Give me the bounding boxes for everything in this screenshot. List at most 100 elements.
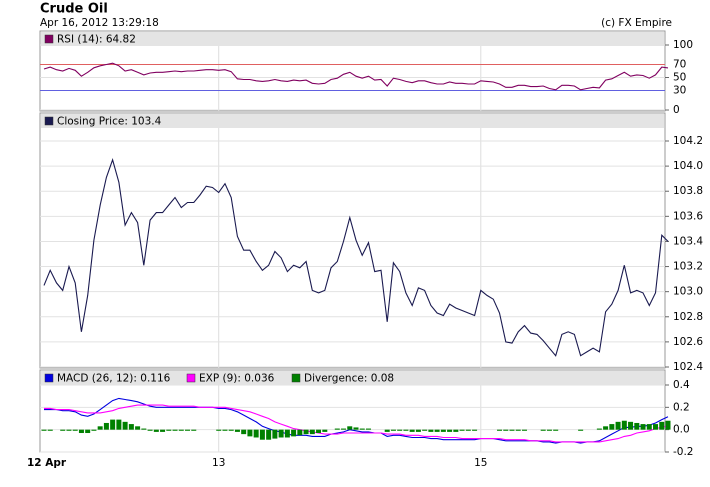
bar — [278, 429, 284, 438]
bar — [509, 429, 515, 431]
y-tick-label: 103.0 — [673, 286, 703, 298]
bar — [578, 429, 584, 431]
y-tick-label: -0.2 — [673, 446, 694, 458]
y-tick-label: 102.6 — [673, 336, 703, 348]
bar — [503, 429, 509, 431]
bar — [334, 428, 340, 430]
y-tick-label: 0.0 — [673, 424, 690, 436]
bar — [447, 429, 453, 432]
bar — [72, 429, 78, 431]
legend-swatch — [44, 34, 54, 44]
bar — [540, 429, 546, 431]
bar — [172, 429, 178, 431]
bar — [459, 429, 465, 431]
bar — [659, 421, 665, 430]
y-tick-label: 103.8 — [673, 185, 703, 197]
chart-title: Crude Oil — [40, 2, 108, 17]
legend-label: Closing Price: 103.4 — [57, 116, 162, 128]
bar — [640, 424, 646, 430]
bar — [222, 429, 228, 431]
legend-swatch — [44, 373, 54, 383]
reference-label: 30 — [673, 85, 686, 97]
bar — [47, 429, 53, 431]
bar — [353, 427, 359, 430]
legend-swatch — [186, 373, 196, 383]
bar — [515, 429, 521, 431]
bar — [216, 429, 222, 431]
bar — [390, 429, 396, 431]
y-tick-label: 104.0 — [673, 160, 703, 172]
bar — [621, 420, 627, 430]
bar — [253, 429, 259, 438]
bar — [409, 429, 415, 432]
bar — [60, 429, 66, 431]
bar — [309, 429, 315, 435]
legend-swatch — [291, 373, 301, 383]
bar — [85, 429, 91, 434]
legend-label: RSI (14): 64.82 — [57, 34, 136, 46]
bar — [628, 421, 634, 430]
bar — [415, 429, 421, 432]
bar — [141, 428, 147, 430]
bar — [553, 429, 559, 431]
bar — [384, 429, 390, 432]
line — [43, 62, 669, 91]
legend-label: MACD (26, 12): 0.116 — [57, 373, 171, 385]
bar — [603, 426, 609, 430]
bar — [78, 429, 84, 434]
bar — [122, 421, 128, 430]
panel — [39, 112, 666, 369]
bar — [497, 429, 503, 431]
bar — [241, 429, 247, 435]
y-tick-label: 100 — [673, 39, 693, 51]
bar — [247, 429, 253, 437]
bar — [546, 429, 552, 431]
source: (c) FX Empire — [601, 17, 672, 29]
bar — [359, 428, 365, 430]
legend-label: EXP (9): 0.036 — [199, 373, 275, 385]
bar — [135, 426, 141, 430]
bar — [428, 429, 434, 432]
bar — [322, 429, 328, 432]
bar — [653, 424, 659, 430]
bar — [291, 429, 297, 437]
bar — [166, 429, 172, 431]
bar — [521, 429, 527, 431]
bar — [110, 419, 116, 430]
y-tick-label: 50 — [673, 72, 686, 84]
x-tick-label: 15 — [474, 457, 487, 469]
bar — [596, 428, 602, 430]
bar — [347, 426, 353, 430]
bar — [128, 424, 134, 430]
y-tick-label: 103.6 — [673, 210, 703, 222]
bar — [272, 429, 278, 439]
bar — [178, 429, 184, 431]
timestamp: Apr 16, 2012 13:29:18 — [40, 17, 159, 29]
bar — [153, 429, 159, 432]
y-tick-label: 102.8 — [673, 311, 703, 323]
bar — [185, 429, 191, 431]
y-tick-label: 0 — [673, 104, 680, 116]
bar — [646, 424, 652, 430]
bar — [147, 429, 153, 431]
bar — [316, 429, 322, 434]
bar — [160, 429, 166, 432]
bar — [41, 429, 47, 431]
panel-header — [41, 32, 664, 46]
bar — [97, 426, 103, 430]
bar — [259, 429, 265, 440]
legend-label: Divergence: 0.08 — [304, 373, 394, 385]
x-tick-label: 12 Apr — [27, 457, 67, 469]
bar — [303, 429, 309, 435]
bar — [103, 422, 109, 430]
bar — [284, 429, 290, 438]
bar — [266, 429, 272, 440]
x-tick-label: 13 — [212, 457, 225, 469]
bar — [434, 429, 440, 432]
bar — [191, 429, 197, 431]
bar — [341, 428, 347, 430]
y-tick-label: 0.2 — [673, 401, 690, 413]
bar — [91, 429, 97, 431]
y-tick-label: 102.4 — [673, 361, 703, 373]
y-tick-label: 104.2 — [673, 135, 703, 147]
